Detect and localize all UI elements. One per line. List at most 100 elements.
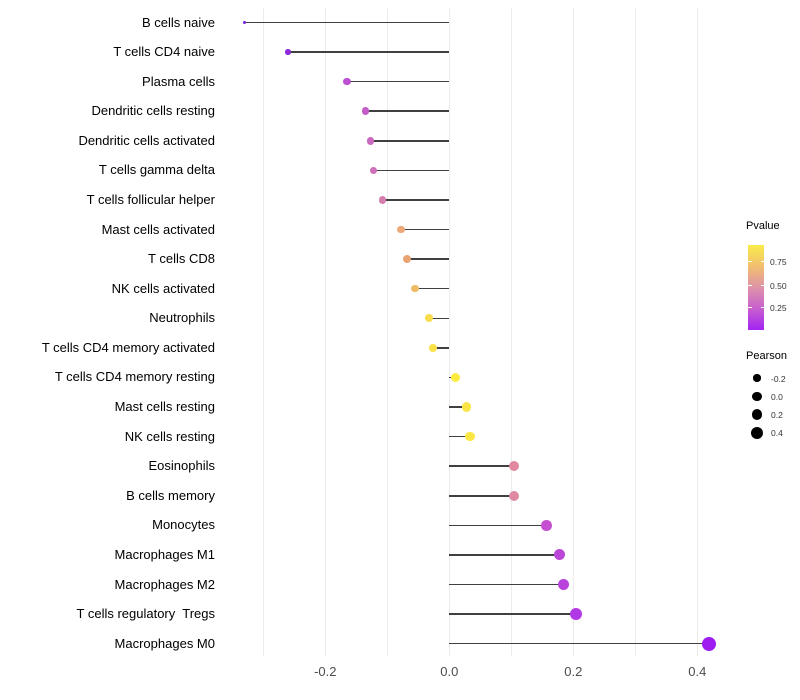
pearson-size-label: 0.2 bbox=[771, 409, 783, 420]
category-label: T cells CD4 memory activated bbox=[41, 339, 215, 355]
category-label: T cells CD4 memory resting bbox=[54, 369, 215, 385]
pearson-size-label: 0.4 bbox=[771, 428, 783, 439]
gridline bbox=[634, 8, 636, 656]
category-label: B cells memory bbox=[126, 487, 215, 503]
data-point bbox=[343, 77, 351, 86]
data-point bbox=[361, 107, 370, 115]
lollipop-stem bbox=[244, 21, 450, 24]
data-point bbox=[428, 343, 437, 352]
data-point bbox=[557, 579, 569, 591]
lollipop-stem bbox=[400, 228, 450, 231]
category-label: Monocytes bbox=[152, 517, 215, 533]
data-point bbox=[403, 255, 412, 264]
data-point bbox=[541, 520, 552, 531]
data-point bbox=[243, 21, 247, 24]
pvalue-tick-mark bbox=[748, 285, 752, 286]
pearson-size-dot bbox=[752, 391, 762, 401]
legend-pvalue-title: Pvalue bbox=[746, 220, 780, 232]
category-label: NK cells activated bbox=[111, 280, 215, 296]
data-point bbox=[397, 225, 405, 234]
legend-pvalue: Pvalue 0.75 0.50 0.25 bbox=[746, 220, 800, 340]
lollipop-stem bbox=[407, 258, 450, 260]
pvalue-tick-label: 0.50 bbox=[770, 280, 787, 291]
lollipop-stem bbox=[432, 347, 450, 349]
gridline bbox=[510, 8, 512, 656]
data-point bbox=[425, 314, 434, 323]
legend-pearson-title: Pearson bbox=[746, 350, 787, 362]
lollipop-stem bbox=[449, 642, 710, 645]
data-point bbox=[366, 137, 375, 145]
category-label: Neutrophils bbox=[149, 310, 215, 326]
data-point bbox=[569, 608, 582, 621]
data-point bbox=[702, 636, 717, 651]
data-point bbox=[378, 196, 387, 204]
lollipop-stem bbox=[449, 406, 467, 408]
pearson-size-dot bbox=[751, 426, 763, 439]
gridline bbox=[448, 8, 450, 656]
lollipop-stem bbox=[429, 317, 450, 320]
category-label: Macrophages M2 bbox=[114, 576, 215, 592]
category-label: T cells CD4 naive bbox=[113, 44, 215, 60]
category-label: T cells follicular helper bbox=[86, 191, 215, 207]
lollipop-stem bbox=[382, 199, 450, 201]
category-label: Mast cells resting bbox=[114, 399, 215, 415]
lollipop-stem bbox=[415, 287, 450, 290]
category-label: NK cells resting bbox=[124, 428, 215, 444]
pearson-size-dot bbox=[751, 409, 763, 420]
pvalue-tick-mark bbox=[748, 261, 752, 262]
x-tick-label: 0.2 bbox=[564, 664, 583, 679]
gridline bbox=[324, 8, 326, 656]
category-label: T cells CD8 bbox=[148, 251, 215, 267]
data-point bbox=[508, 490, 519, 501]
pvalue-tick-mark bbox=[760, 261, 764, 262]
lollipop-stem bbox=[370, 140, 450, 142]
pvalue-tick-label: 0.25 bbox=[770, 302, 787, 313]
category-label: Macrophages M0 bbox=[114, 635, 215, 651]
lollipop-stem bbox=[365, 110, 450, 112]
gridline bbox=[696, 8, 698, 656]
category-label: Plasma cells bbox=[142, 73, 215, 89]
category-label: T cells gamma delta bbox=[98, 162, 215, 178]
gridline bbox=[262, 8, 264, 656]
data-point bbox=[285, 49, 291, 55]
lollipop-stem bbox=[449, 583, 564, 586]
data-point bbox=[461, 402, 472, 412]
gridline bbox=[386, 8, 388, 656]
lollipop-stem bbox=[449, 554, 560, 556]
pvalue-tick-mark bbox=[760, 285, 764, 286]
data-point bbox=[369, 166, 378, 175]
x-tick-label: 0.0 bbox=[440, 664, 459, 679]
lollipop-stem bbox=[347, 80, 450, 83]
category-label: Macrophages M1 bbox=[114, 546, 215, 562]
x-tick-label: -0.2 bbox=[314, 664, 337, 679]
category-label: T cells regulatory Tregs bbox=[76, 606, 215, 622]
pvalue-tick-mark bbox=[760, 307, 764, 308]
pvalue-tick-label: 0.75 bbox=[770, 256, 787, 267]
category-label: Dendritic cells resting bbox=[91, 103, 215, 119]
category-label: B cells naive bbox=[142, 14, 215, 30]
category-label: Dendritic cells activated bbox=[78, 132, 215, 148]
x-tick-label: 0.4 bbox=[688, 664, 707, 679]
pearson-size-label: -0.2 bbox=[771, 373, 786, 384]
category-label: Mast cells activated bbox=[101, 221, 215, 237]
category-label: Eosinophils bbox=[148, 458, 216, 474]
legend-pearson: Pearson -0.2 0.0 0.2 0.4 bbox=[746, 350, 800, 450]
pearson-size-label: 0.0 bbox=[771, 391, 783, 402]
data-point bbox=[554, 549, 566, 561]
data-point bbox=[411, 284, 419, 293]
lollipop-stem bbox=[449, 465, 514, 467]
lollipop-stem bbox=[449, 495, 514, 497]
data-point bbox=[508, 461, 519, 472]
pearson-size-dot bbox=[753, 374, 761, 382]
data-point bbox=[451, 372, 460, 382]
lollipop-stem bbox=[449, 613, 576, 615]
lollipop-stem bbox=[373, 169, 450, 172]
pvalue-tick-mark bbox=[748, 307, 752, 308]
data-point bbox=[465, 431, 475, 442]
lollipop-stem bbox=[449, 435, 470, 438]
pvalue-gradient-bar bbox=[748, 245, 764, 330]
lollipop-stem bbox=[449, 524, 547, 527]
gridline bbox=[572, 8, 574, 656]
